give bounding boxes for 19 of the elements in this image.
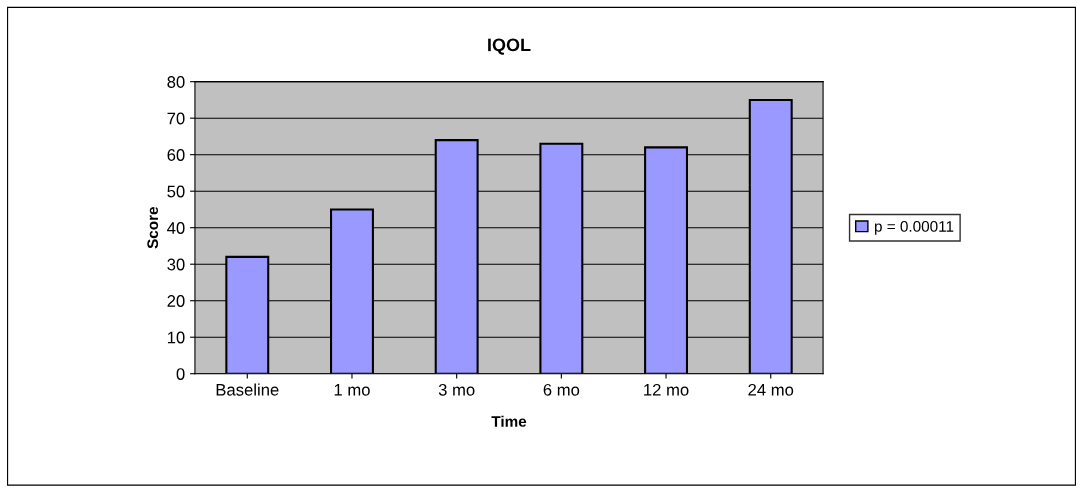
y-tick-label: 60 xyxy=(167,149,185,161)
y-tick-label: 70 xyxy=(167,112,185,125)
y-tick-label: 20 xyxy=(167,295,185,307)
y-tick-label: 10 xyxy=(167,331,185,344)
y-tick-label: 0 xyxy=(176,368,185,380)
y-tick-label: 40 xyxy=(167,222,185,234)
y-tick-label: 80 xyxy=(167,76,185,88)
x-tick-label: Baseline xyxy=(216,383,279,396)
y-axis-title: Score xyxy=(147,206,159,249)
y-tick-label: 50 xyxy=(167,185,185,198)
chart-title: IQOL xyxy=(488,38,531,55)
y-tick-label: 30 xyxy=(167,258,185,271)
x-tick-label: 3 mo xyxy=(438,383,475,396)
x-tick-label: 1 mo xyxy=(334,384,370,396)
x-tick-label: 12 mo xyxy=(644,383,689,396)
x-tick-label: 6 mo xyxy=(543,383,580,396)
legend-label: p = 0.00011 xyxy=(874,220,954,235)
x-tick-label: 24 mo xyxy=(748,383,794,396)
x-axis-title: Time xyxy=(491,415,527,427)
